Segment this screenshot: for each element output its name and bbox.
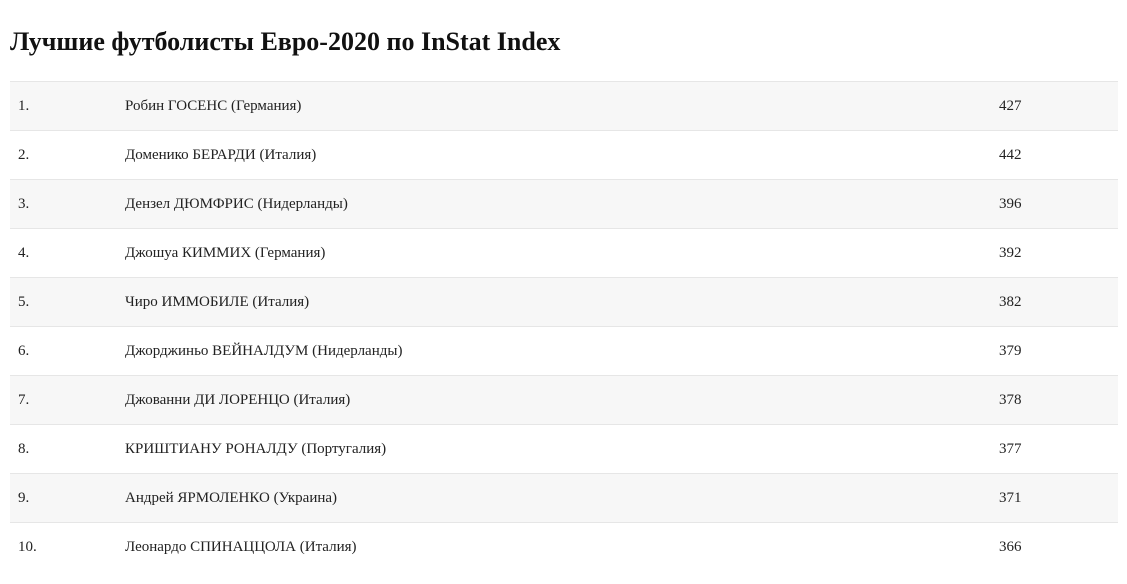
- rank: 8.: [10, 424, 125, 474]
- table-row: 3. Дензел ДЮМФРИС (Нидерланды) 396: [10, 179, 1118, 229]
- player: Андрей ЯРМОЛЕНКО (Украина): [125, 473, 999, 523]
- index-value: 378: [999, 375, 1118, 425]
- player: Чиро ИММОБИЛЕ (Италия): [125, 277, 999, 327]
- rank: 2.: [10, 130, 125, 180]
- page-title: Лучшие футболисты Евро-2020 по InStat In…: [10, 27, 561, 56]
- rank: 5.: [10, 277, 125, 327]
- table-row: 8. КРИШТИАНУ РОНАЛДУ (Португалия) 377: [10, 424, 1118, 474]
- ranking-table: 1. Робин ГОСЕНС (Германия) 427 2. Доменико Б…: [10, 81, 1118, 571]
- rank: 10.: [10, 522, 125, 571]
- index-value: 366: [999, 522, 1118, 571]
- table-row: 7. Джованни ДИ ЛОРЕНЦО (Италия) 378: [10, 375, 1118, 425]
- index-value: 382: [999, 277, 1118, 327]
- player: КРИШТИАНУ РОНАЛДУ (Португалия): [125, 424, 999, 474]
- player: Джошуа КИММИХ (Германия): [125, 228, 999, 278]
- player: Робин ГОСЕНС (Германия): [125, 81, 999, 131]
- rank: 9.: [10, 473, 125, 523]
- table-row: 9. Андрей ЯРМОЛЕНКО (Украина) 371: [10, 473, 1118, 523]
- player: Дензел ДЮМФРИС (Нидерланды): [125, 179, 999, 229]
- index-value: 377: [999, 424, 1118, 474]
- player: Джованни ДИ ЛОРЕНЦО (Италия): [125, 375, 999, 425]
- player: Доменико БЕРАРДИ (Италия): [125, 130, 999, 180]
- table-row: 5. Чиро ИММОБИЛЕ (Италия) 382: [10, 277, 1118, 327]
- table-row: 6. Джорджиньо ВЕЙНАЛДУМ (Нидерланды) 379: [10, 326, 1118, 376]
- table-row: 10. Леонардо СПИНАЦЦОЛА (Италия) 366: [10, 522, 1118, 571]
- rank: 7.: [10, 375, 125, 425]
- rank: 3.: [10, 179, 125, 229]
- player: Леонардо СПИНАЦЦОЛА (Италия): [125, 522, 999, 571]
- index-value: 379: [999, 326, 1118, 376]
- index-value: 427: [999, 81, 1118, 131]
- table-row: 4. Джошуа КИММИХ (Германия) 392: [10, 228, 1118, 278]
- table-row: 2. Доменико БЕРАРДИ (Италия) 442: [10, 130, 1118, 180]
- table-row: 1. Робин ГОСЕНС (Германия) 427: [10, 81, 1118, 131]
- rank: 4.: [10, 228, 125, 278]
- index-value: 442: [999, 130, 1118, 180]
- player: Джорджиньо ВЕЙНАЛДУМ (Нидерланды): [125, 326, 999, 376]
- index-value: 396: [999, 179, 1118, 229]
- index-value: 371: [999, 473, 1118, 523]
- index-value: 392: [999, 228, 1118, 278]
- rank: 1.: [10, 81, 125, 131]
- rank: 6.: [10, 326, 125, 376]
